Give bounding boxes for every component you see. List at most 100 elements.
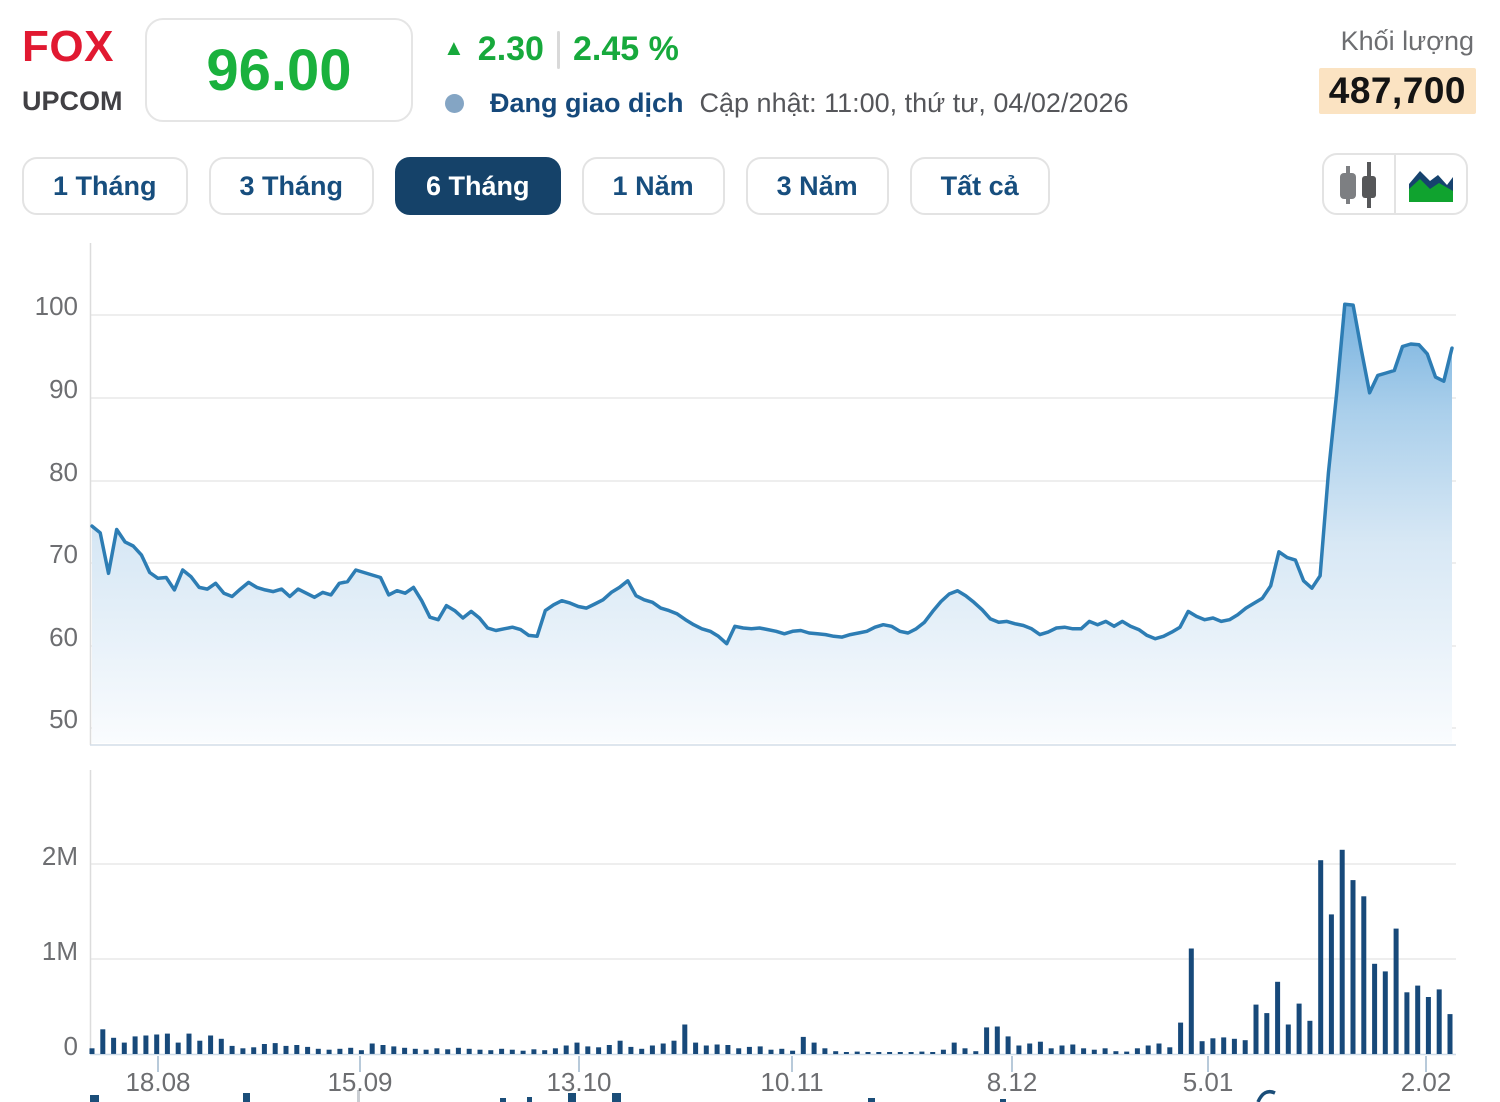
volume-bar — [1350, 880, 1356, 1054]
tab-1-thang[interactable]: 1 Tháng — [22, 157, 188, 215]
volume-bar — [1253, 1004, 1259, 1054]
volume-label: Khối lượng — [1340, 26, 1474, 56]
tab-tat-ca[interactable]: Tất cả — [909, 157, 1050, 215]
candlestick-icon[interactable] — [1324, 155, 1394, 213]
volume-bar — [89, 1048, 95, 1054]
price-change-row: ▲ 2.30 2.45 % — [443, 30, 679, 69]
volume-bar — [1296, 1003, 1302, 1054]
volume-bar — [606, 1045, 612, 1054]
volume-bar — [585, 1046, 591, 1054]
up-arrow-icon: ▲ — [443, 34, 465, 60]
volume-bar — [283, 1045, 289, 1054]
stock-symbol: FOX — [22, 22, 114, 71]
volume-bar — [1188, 948, 1194, 1054]
volume-bar — [164, 1033, 170, 1054]
price-y-tick-100: 100 — [34, 291, 78, 321]
tab-6-thang[interactable]: 6 Tháng — [395, 157, 561, 215]
volume-bar — [261, 1044, 267, 1054]
volume-bar — [714, 1044, 720, 1054]
volume-bar — [1156, 1043, 1162, 1054]
volume-bar — [940, 1049, 946, 1054]
volume-bar — [251, 1047, 257, 1054]
volume-bar — [725, 1045, 731, 1054]
volume-bar — [649, 1045, 655, 1055]
tab-3-thang[interactable]: 3 Tháng — [208, 157, 375, 215]
volume-bar — [790, 1050, 796, 1054]
volume-bar — [887, 1052, 893, 1054]
volume-bar — [477, 1049, 483, 1054]
volume-bar — [865, 1052, 871, 1054]
volume-bars — [89, 849, 1453, 1055]
chart-type-divider — [1394, 155, 1396, 213]
change-divider — [556, 30, 560, 69]
volume-bar — [1328, 914, 1334, 1055]
trading-status-label: Đang giao dịch — [490, 88, 684, 118]
volume-bar — [348, 1047, 354, 1054]
price-change-absolute: 2.30 — [477, 30, 544, 68]
volume-bar — [1199, 1041, 1205, 1054]
x-tick-18-08: 18.08 — [125, 1067, 191, 1097]
x-tick-10-11: 10.11 — [760, 1067, 824, 1097]
volume-bar — [466, 1048, 472, 1054]
volume-bar — [272, 1043, 278, 1054]
x-axis-ticks — [157, 1056, 1427, 1072]
volume-bar — [660, 1043, 666, 1054]
axis-lines — [89, 243, 1456, 1056]
volume-bar — [455, 1047, 461, 1054]
price-y-tick-80: 80 — [49, 457, 78, 487]
tab-1-nam[interactable]: 1 Năm — [581, 157, 725, 215]
volume-bar — [1145, 1045, 1151, 1055]
volume-bar — [1059, 1045, 1065, 1055]
volume-bar — [1231, 1038, 1237, 1054]
volume-bar — [240, 1048, 246, 1054]
chart-type-switcher — [1322, 153, 1468, 215]
volume-bar — [1081, 1048, 1087, 1054]
area-chart-icon[interactable] — [1396, 155, 1466, 213]
volume-bar — [197, 1040, 203, 1054]
volume-bar — [1307, 1020, 1313, 1055]
volume-bar — [1425, 997, 1431, 1054]
volume-bar — [843, 1052, 849, 1054]
volume-bar — [1124, 1051, 1130, 1054]
bottom-cutoff-fragments — [90, 1089, 1276, 1102]
volume-bar — [434, 1048, 440, 1054]
volume-bar — [854, 1051, 860, 1054]
volume-bar — [1361, 896, 1367, 1054]
price-area-fill — [92, 304, 1452, 743]
volume-bar — [1091, 1049, 1097, 1054]
volume-bar — [746, 1046, 752, 1054]
exchange-name: UPCOM — [22, 86, 123, 116]
volume-bar — [822, 1048, 828, 1054]
volume-bar — [531, 1049, 537, 1055]
volume-bar — [984, 1027, 990, 1054]
volume-bar — [154, 1034, 160, 1054]
volume-gridlines — [90, 863, 1456, 960]
volume-bar — [1178, 1022, 1184, 1054]
volume-bar — [736, 1048, 742, 1054]
x-tick-13-10: 13.10 — [546, 1067, 612, 1097]
tab-3-nam[interactable]: 3 Năm — [745, 157, 889, 215]
volume-bar — [488, 1050, 494, 1054]
volume-bar — [1037, 1041, 1043, 1054]
volume-bar — [100, 1029, 106, 1054]
volume-bar — [1447, 1014, 1453, 1054]
volume-bar — [1070, 1044, 1076, 1054]
volume-bar — [973, 1051, 979, 1055]
volume-bar — [509, 1049, 515, 1054]
volume-bar — [833, 1051, 839, 1055]
volume-bar — [1285, 1024, 1291, 1054]
volume-bar — [596, 1047, 602, 1054]
volume-bar — [1393, 928, 1399, 1054]
volume-bar — [358, 1050, 364, 1054]
volume-bar — [908, 1052, 914, 1054]
last-updated-text: Cập nhật: 11:00, thứ tư, 04/02/2026 — [699, 88, 1129, 118]
volume-bar — [1242, 1040, 1248, 1054]
volume-bar — [628, 1046, 634, 1054]
volume-bar — [208, 1035, 214, 1054]
volume-bar — [294, 1045, 300, 1054]
volume-bar — [1372, 963, 1378, 1055]
trading-status-dot-icon — [445, 94, 464, 113]
volume-value: 487,700 — [1328, 70, 1466, 111]
volume-bar — [574, 1042, 580, 1054]
